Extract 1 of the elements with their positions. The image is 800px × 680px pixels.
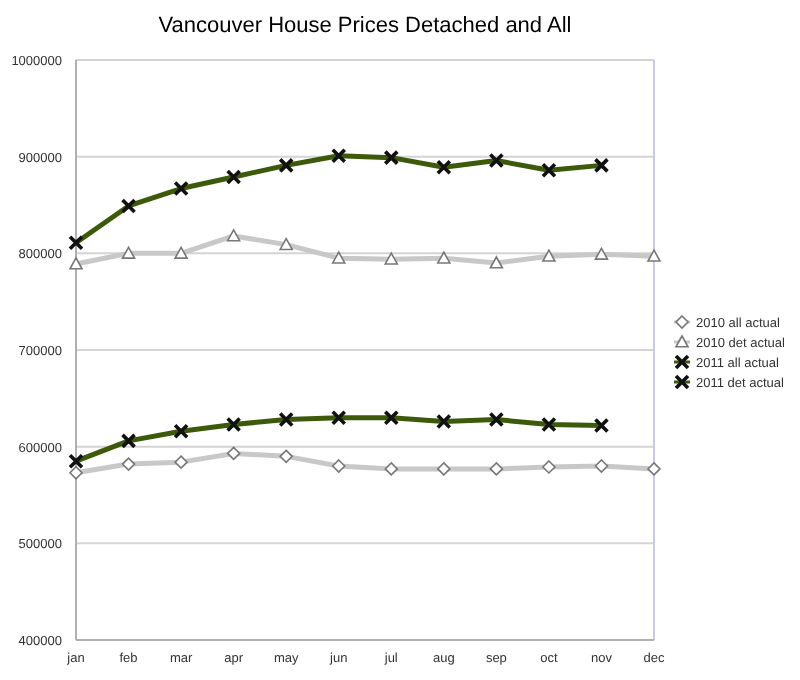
chart-title: Vancouver House Prices Detached and All — [158, 14, 572, 38]
